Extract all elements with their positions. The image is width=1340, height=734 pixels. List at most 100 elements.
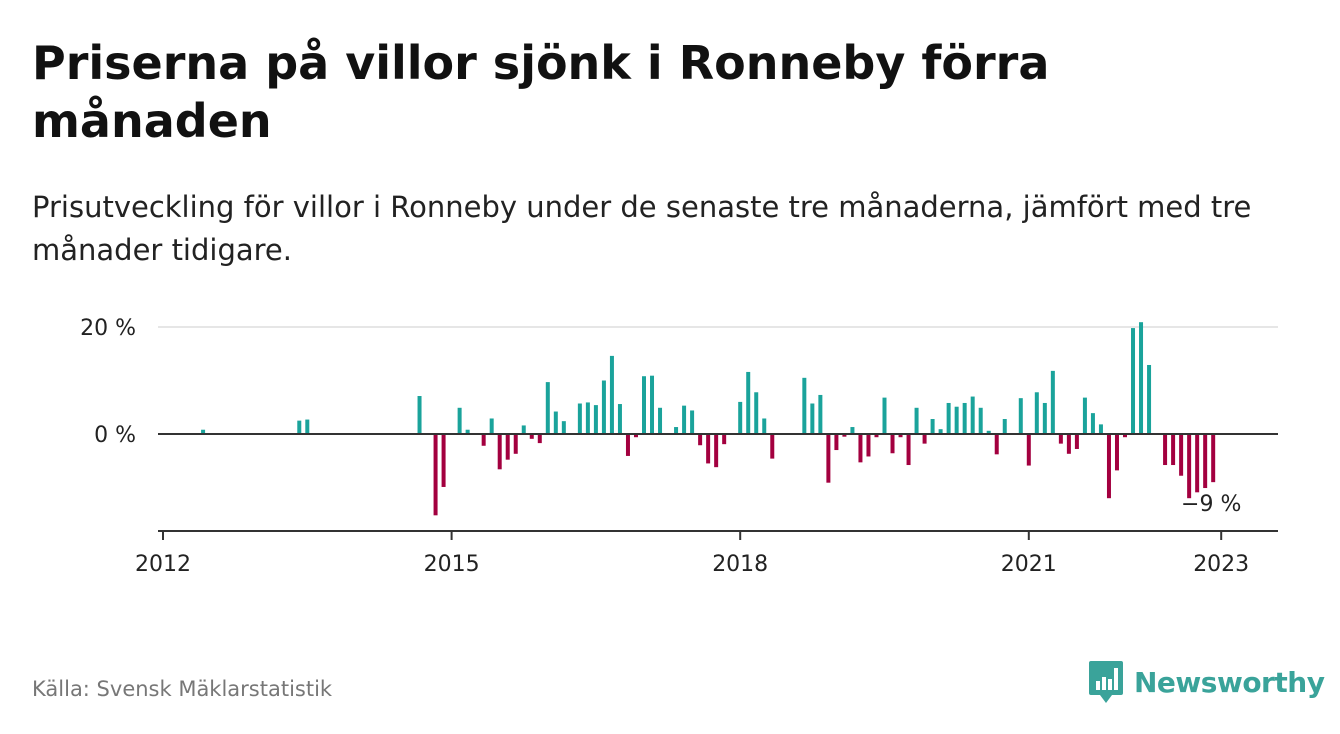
bar-2015-11 bbox=[529, 434, 534, 439]
chart-subtitle: Prisutveckling för villor i Ronneby unde… bbox=[32, 190, 1252, 267]
bar-2015-12 bbox=[537, 434, 542, 444]
bar-2022-08 bbox=[1179, 434, 1184, 476]
bar-2015-05 bbox=[481, 434, 486, 446]
bar-2016-11 bbox=[625, 434, 630, 456]
bar-2021-12 bbox=[1114, 434, 1119, 471]
newsworthy-chart-icon bbox=[1089, 661, 1123, 703]
bar-2015-02 bbox=[457, 407, 462, 434]
bar-2013-06 bbox=[297, 420, 302, 434]
bar-2020-01 bbox=[930, 419, 935, 434]
bar-2017-01 bbox=[642, 376, 646, 434]
bar-2021-01 bbox=[1026, 434, 1031, 466]
bar-2022-10 bbox=[1195, 434, 1200, 493]
newsworthy-logo[interactable]: Newsworthy bbox=[1088, 660, 1325, 704]
bar-2019-02 bbox=[842, 434, 847, 437]
bar-2015-09 bbox=[513, 434, 518, 454]
newsworthy-wordmark: Newsworthy bbox=[1134, 665, 1325, 699]
bar-2017-11 bbox=[722, 434, 727, 445]
bar-2016-06 bbox=[585, 402, 590, 434]
bar-2020-04 bbox=[954, 406, 959, 434]
bar-2017-05 bbox=[674, 427, 679, 434]
bar-2017-02 bbox=[650, 375, 655, 434]
bar-2019-12 bbox=[922, 434, 927, 444]
y-tick-label-0: 0 % bbox=[94, 423, 136, 448]
x-tick-label-2023: 2023 bbox=[1193, 552, 1249, 577]
y-tick-label-20: 20 % bbox=[80, 316, 136, 341]
bar-2019-11 bbox=[914, 407, 919, 434]
bar-2015-03 bbox=[465, 429, 470, 434]
bar-2018-10 bbox=[810, 403, 815, 434]
bar-2016-07 bbox=[593, 405, 598, 434]
x-tick-label-2018: 2018 bbox=[712, 552, 768, 577]
bar-2021-07 bbox=[1074, 434, 1079, 449]
bar-2020-03 bbox=[946, 402, 951, 434]
bar-2016-12 bbox=[633, 434, 638, 438]
chart-title: Priserna på villor sjönk i Ronneby förra… bbox=[32, 36, 1050, 148]
bar-2019-05 bbox=[866, 434, 871, 457]
bar-2019-04 bbox=[858, 434, 863, 463]
bar-2016-10 bbox=[617, 404, 622, 434]
bar-2017-10 bbox=[714, 434, 719, 468]
bar-2019-09 bbox=[898, 434, 903, 438]
bar-2019-06 bbox=[874, 434, 879, 438]
bar-2018-01 bbox=[738, 401, 743, 434]
bar-2021-08 bbox=[1082, 397, 1087, 434]
bar-2020-06 bbox=[970, 396, 975, 434]
bar-2021-04 bbox=[1050, 370, 1055, 434]
bar-2022-09 bbox=[1187, 434, 1192, 499]
bar-2022-03 bbox=[1139, 322, 1144, 434]
bar-2020-12 bbox=[1018, 398, 1023, 434]
bar-2018-03 bbox=[754, 392, 759, 434]
bar-2021-09 bbox=[1090, 413, 1095, 434]
bar-2018-04 bbox=[762, 418, 767, 434]
bar-2015-06 bbox=[489, 418, 494, 434]
bar-2018-02 bbox=[746, 371, 751, 434]
bar-2018-09 bbox=[802, 377, 807, 434]
bar-2015-10 bbox=[521, 425, 526, 434]
bar-2016-09 bbox=[609, 355, 614, 434]
bar-2015-08 bbox=[505, 434, 510, 460]
bar-2016-01 bbox=[545, 382, 550, 434]
bar-2013-07 bbox=[305, 419, 310, 434]
bar-2016-08 bbox=[601, 380, 606, 434]
bar-2021-02 bbox=[1034, 392, 1039, 434]
bar-2022-06 bbox=[1163, 434, 1168, 466]
bar-2016-03 bbox=[561, 421, 566, 434]
bar-2018-11 bbox=[818, 394, 823, 434]
bar-2021-03 bbox=[1042, 402, 1047, 434]
bar-2022-11 bbox=[1203, 434, 1208, 489]
bar-2020-09 bbox=[994, 434, 999, 455]
x-ticks-group: 2012 2015 2018 2021 2023 bbox=[135, 531, 1249, 577]
bar-2014-11 bbox=[433, 434, 438, 516]
bar-2012-06 bbox=[201, 429, 206, 434]
bar-2022-12 bbox=[1211, 434, 1216, 483]
bar-2022-02 bbox=[1131, 328, 1136, 434]
bar-2018-05 bbox=[770, 434, 775, 459]
bar-2022-07 bbox=[1171, 434, 1176, 466]
x-tick-label-2015: 2015 bbox=[424, 552, 480, 577]
bar-2014-09 bbox=[417, 396, 422, 434]
bar-2020-08 bbox=[986, 430, 991, 434]
bar-2016-02 bbox=[553, 411, 558, 434]
bar-2016-05 bbox=[577, 403, 582, 434]
bar-2019-10 bbox=[906, 434, 911, 466]
bar-2017-06 bbox=[682, 405, 687, 434]
bar-2020-07 bbox=[978, 407, 983, 434]
bar-2017-08 bbox=[698, 434, 703, 446]
bar-2020-02 bbox=[938, 429, 943, 434]
bar-2019-07 bbox=[882, 397, 887, 434]
x-tick-label-2021: 2021 bbox=[1001, 552, 1057, 577]
bar-2020-05 bbox=[962, 402, 967, 434]
bar-chart: 20 % 0 % 2012 2015 2018 2021 2023 −9 % bbox=[80, 316, 1278, 577]
bar-2019-01 bbox=[834, 434, 839, 451]
bar-2017-03 bbox=[658, 407, 663, 434]
last-value-annotation: −9 % bbox=[1181, 492, 1241, 517]
bar-2022-04 bbox=[1147, 364, 1152, 434]
bar-2015-07 bbox=[497, 434, 502, 470]
bar-2017-07 bbox=[690, 410, 695, 434]
bar-2018-12 bbox=[826, 434, 831, 483]
bar-2019-03 bbox=[850, 427, 855, 434]
bar-2022-01 bbox=[1123, 434, 1127, 438]
bar-2014-12 bbox=[441, 434, 446, 487]
bar-2021-05 bbox=[1058, 434, 1063, 444]
